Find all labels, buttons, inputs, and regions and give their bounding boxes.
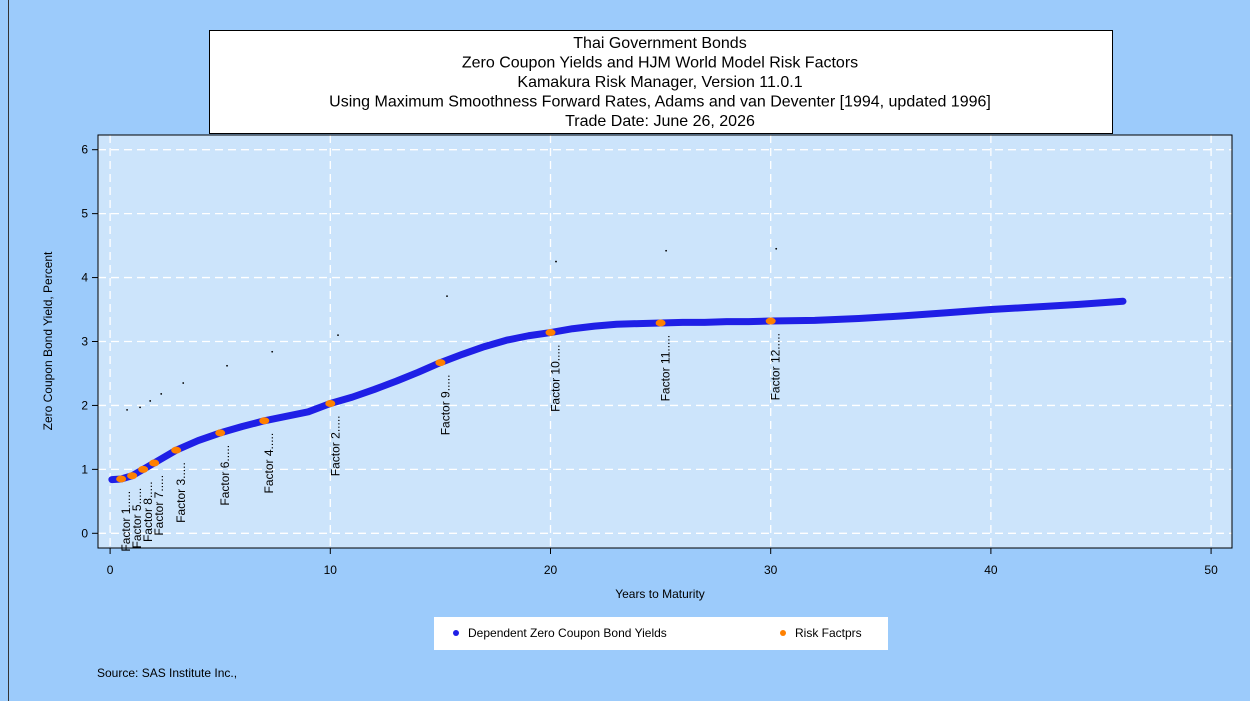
risk-factor-point — [149, 459, 160, 467]
chart-title: Kamakura Risk Manager, Version 11.0.1 — [517, 74, 802, 91]
legend-box — [434, 617, 888, 650]
risk-factor-point — [655, 319, 666, 327]
y-tick-label: 3 — [81, 335, 88, 349]
risk-factor-label: Factor 3..... — [174, 462, 188, 523]
y-tick-label: 0 — [81, 526, 88, 540]
x-tick-label: 0 — [107, 563, 114, 577]
risk-factor-point — [325, 400, 336, 408]
chart-title: Using Maximum Smoothness Forward Rates, … — [329, 94, 991, 111]
risk-factor-label: Factor 2..... — [328, 416, 342, 477]
y-tick-label: 1 — [81, 462, 88, 476]
label-point — [126, 409, 128, 411]
risk-factor-point — [116, 475, 127, 483]
yield-curve — [108, 297, 1127, 484]
risk-factor-point — [215, 429, 226, 437]
risk-factor-label: Factor 6..... — [218, 445, 232, 506]
chart-title: Zero Coupon Yields and HJM World Model R… — [462, 55, 858, 72]
y-tick-label: 2 — [81, 398, 88, 412]
y-tick-label: 4 — [81, 271, 88, 285]
risk-factor-label: Factor 11..... — [659, 335, 673, 401]
label-point — [665, 249, 668, 252]
risk-factor-label: Factor 7..... — [152, 475, 166, 536]
label-point — [446, 295, 448, 298]
title-group: Thai Government Bonds Zero Coupon Yields … — [329, 35, 991, 130]
label-point — [555, 260, 557, 263]
label-point — [182, 382, 185, 384]
source: Source: SAS Institute Inc., — [97, 666, 237, 680]
label-point — [139, 406, 141, 409]
legend-label: Dependent Zero Coupon Bond Yields — [468, 626, 667, 640]
risk-factor-point — [171, 446, 182, 454]
risk-factor-point — [127, 472, 138, 480]
chart-title: Trade Date: June 26, 2026 — [565, 113, 755, 130]
risk-factor-label: Factor 9..... — [438, 375, 452, 436]
risk-factor-point — [259, 417, 270, 425]
chart-title: Thai Government Bonds — [573, 35, 746, 52]
risk-factor-point — [435, 359, 446, 367]
legend-label: Risk Factprs — [795, 626, 862, 640]
x-tick-label: 20 — [544, 563, 558, 577]
risk-factor-label: Factor 4..... — [262, 433, 276, 494]
risk-factor-point — [138, 465, 149, 473]
x-tick-label: 40 — [984, 563, 998, 577]
label-point — [160, 393, 163, 395]
y-axis-title: Zero Coupon Bond Yield, Percent — [41, 251, 55, 430]
label-point — [271, 350, 274, 353]
label-point — [149, 400, 152, 402]
x-tick-label: 50 — [1204, 563, 1218, 577]
x-axis-title: Years to Maturity — [615, 587, 705, 601]
plot-frame — [97, 134, 1233, 549]
y-tick-label: 5 — [81, 207, 88, 221]
label-point — [226, 364, 228, 367]
label-point — [775, 247, 778, 250]
risk-factor-label: Factor 1..... — [119, 491, 133, 552]
risk-factor-point — [545, 329, 556, 337]
risk-factor-label: Factor 10..... — [548, 345, 562, 412]
risk-factor-label: Factor 5..... — [130, 488, 144, 549]
x-tick-label: 10 — [324, 563, 338, 577]
risk-factor-point — [765, 317, 776, 325]
title-box — [209, 30, 1113, 134]
risk-factor-label: Factor 8..... — [141, 481, 155, 542]
legend-marker — [780, 630, 786, 636]
label-point — [337, 334, 339, 337]
legend-marker — [453, 630, 459, 636]
risk-factor-label: Factor 12..... — [769, 333, 783, 400]
y-tick-label: 6 — [81, 143, 88, 157]
x-tick-label: 30 — [764, 563, 778, 577]
